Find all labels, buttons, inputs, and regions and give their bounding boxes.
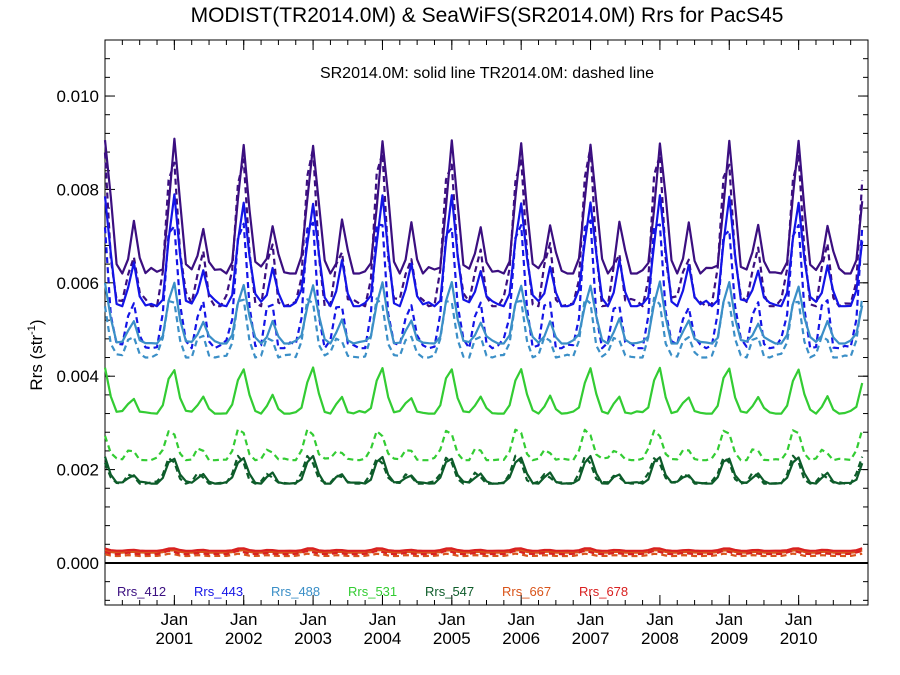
x-tick-month-label: Jan bbox=[438, 610, 465, 629]
rrs-531-dashed-line bbox=[103, 428, 864, 462]
x-tick-month-label: Jan bbox=[646, 610, 673, 629]
x-tick-year-label: 2009 bbox=[710, 629, 748, 648]
y-tick-label: 0.008 bbox=[56, 180, 99, 199]
rrs-443-dashed-line bbox=[103, 219, 864, 350]
y-tick-label: 0.010 bbox=[56, 87, 99, 106]
x-tick-month-label: Jan bbox=[716, 610, 743, 629]
x-tick-month-label: Jan bbox=[577, 610, 604, 629]
rrs-488-solid-line bbox=[103, 280, 864, 345]
x-tick-year-label: 2006 bbox=[502, 629, 540, 648]
x-tick-year-label: 2008 bbox=[641, 629, 679, 648]
y-tick-label: 0.002 bbox=[56, 461, 99, 480]
x-tick-year-label: 2003 bbox=[294, 629, 332, 648]
y-tick-label: 0.004 bbox=[56, 367, 99, 386]
plot-frame bbox=[104, 39, 869, 606]
rrs-547-solid-line bbox=[103, 454, 864, 485]
legend-entry-rrs-667: Rrs_667 bbox=[502, 584, 551, 599]
rrs-443-solid-line bbox=[103, 193, 864, 308]
x-tick-year-label: 2004 bbox=[364, 629, 402, 648]
line-style-annotation: SR2014.0M: solid line TR2014.0M: dashed … bbox=[320, 65, 654, 82]
x-tick-year-label: 2007 bbox=[572, 629, 610, 648]
rrs-678-dashed-line bbox=[104, 549, 863, 556]
rrs-547-dashed-line bbox=[103, 454, 864, 485]
rrs-667-dashed-line bbox=[104, 552, 863, 558]
rrs-678-solid-line bbox=[104, 547, 863, 552]
x-tick-year-label: 2005 bbox=[433, 629, 471, 648]
plot-area: 0.0000.0020.0040.0060.0080.010Jan2001Jan… bbox=[56, 39, 869, 648]
x-tick-month-label: Jan bbox=[507, 610, 534, 629]
rrs-667-solid-line bbox=[104, 549, 863, 554]
rrs-531-solid-line bbox=[103, 366, 864, 415]
rrs-488-dashed-line bbox=[103, 296, 864, 359]
x-tick-year-label: 2010 bbox=[780, 629, 818, 648]
y-tick-label: 0.000 bbox=[56, 554, 99, 573]
legend-entry-rrs-443: Rrs_443 bbox=[194, 584, 243, 599]
x-tick-year-label: 2002 bbox=[225, 629, 263, 648]
legend-entry-rrs-412: Rrs_412 bbox=[117, 584, 166, 599]
y-axis-label: Rrs (str-1) bbox=[26, 319, 46, 390]
x-tick-month-label: Jan bbox=[230, 610, 257, 629]
x-tick-month-label: Jan bbox=[161, 610, 188, 629]
x-tick-year-label: 2001 bbox=[155, 629, 193, 648]
legend-entry-rrs-531: Rrs_531 bbox=[348, 584, 397, 599]
rrs-412-solid-line bbox=[103, 137, 864, 275]
x-tick-month-label: Jan bbox=[785, 610, 812, 629]
chart-title: MODIST(TR2014.0M) & SeaWiFS(SR2014.0M) R… bbox=[191, 4, 784, 27]
y-tick-label: 0.006 bbox=[56, 274, 99, 293]
x-tick-month-label: Jan bbox=[369, 610, 396, 629]
legend-entry-rrs-678: Rrs_678 bbox=[579, 584, 628, 599]
legend-entry-rrs-547: Rrs_547 bbox=[425, 584, 474, 599]
x-tick-month-label: Jan bbox=[299, 610, 326, 629]
legend-entry-rrs-488: Rrs_488 bbox=[271, 584, 320, 599]
